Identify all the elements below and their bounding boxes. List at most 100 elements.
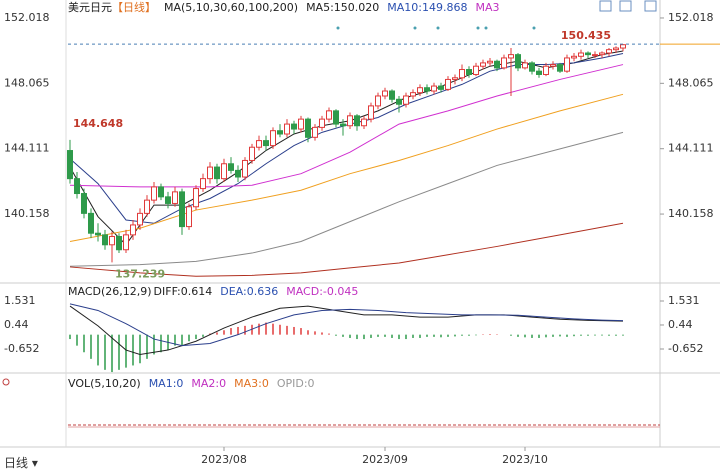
ma5: MA5:150.020 bbox=[306, 1, 380, 14]
candle-body bbox=[368, 105, 374, 120]
candle-body bbox=[578, 52, 584, 57]
y-tick-label: 144.111 bbox=[668, 142, 714, 155]
candle-body bbox=[445, 78, 451, 90]
candle-body bbox=[88, 212, 94, 234]
candle-body bbox=[396, 98, 402, 105]
candle-body bbox=[284, 123, 290, 135]
candle-body bbox=[459, 69, 465, 79]
y-tick-label: 152.018 bbox=[668, 11, 714, 24]
candle-body bbox=[151, 186, 157, 201]
candle-body bbox=[312, 126, 318, 138]
signal-dots bbox=[336, 26, 536, 30]
high-annotation: 150.435 bbox=[561, 29, 611, 42]
candle-body bbox=[529, 62, 535, 72]
candle-body bbox=[620, 44, 626, 49]
candle-body bbox=[102, 234, 108, 246]
toolbar-icons[interactable] bbox=[599, 0, 657, 12]
candle-body bbox=[67, 150, 73, 180]
vol-label: VOL(5,10,20) bbox=[68, 377, 141, 390]
macd-label: MACD(26,12,9) bbox=[68, 285, 152, 298]
candle-body bbox=[599, 52, 605, 56]
ma-line bbox=[69, 64, 624, 188]
candle-body bbox=[179, 191, 185, 228]
candle-body bbox=[536, 70, 542, 75]
candle-body bbox=[235, 169, 241, 178]
vol-ma3: MA3:0 bbox=[234, 377, 269, 390]
x-tick-label: 2023/09 bbox=[362, 453, 408, 466]
period-selector[interactable]: 日线 ▾ bbox=[4, 456, 38, 470]
candle-body bbox=[550, 64, 556, 67]
candle-body bbox=[242, 159, 248, 178]
candle-body bbox=[438, 85, 444, 90]
candle-body bbox=[347, 115, 353, 127]
candle-body bbox=[81, 193, 87, 214]
candle-body bbox=[613, 47, 619, 51]
y-tick-label: 140.158 bbox=[668, 207, 714, 220]
candle-body bbox=[137, 212, 143, 226]
ma-line bbox=[69, 93, 624, 242]
candle-body bbox=[571, 55, 577, 59]
candle-body bbox=[501, 57, 507, 69]
candle-body bbox=[186, 206, 192, 228]
price-header: 美元日元【日线】 MA(5,10,30,60,100,200) MA5:150.02… bbox=[68, 1, 508, 15]
candle-body bbox=[298, 118, 304, 130]
candle-body bbox=[158, 186, 164, 198]
candle-body bbox=[193, 188, 199, 208]
candle-body bbox=[172, 191, 178, 204]
candle-body bbox=[305, 118, 311, 138]
candle-body bbox=[228, 163, 234, 171]
candle-body bbox=[515, 54, 521, 69]
candle-body bbox=[585, 52, 591, 56]
candle-body bbox=[277, 130, 283, 135]
candle-body bbox=[165, 196, 171, 204]
candle-body bbox=[606, 49, 612, 54]
candle-body bbox=[557, 64, 563, 72]
candle-body bbox=[333, 110, 339, 125]
candle-body bbox=[487, 60, 493, 64]
x-tick-label: 2023/10 bbox=[502, 453, 548, 466]
candle-body bbox=[130, 224, 136, 236]
ma-line bbox=[69, 222, 624, 277]
vol-header: VOL(5,10,20) MA1:0 MA2:0 MA3:0 OPID:0 bbox=[68, 377, 323, 391]
candle-body bbox=[522, 62, 528, 69]
candle-body bbox=[319, 118, 325, 128]
candle-body bbox=[354, 115, 360, 127]
candle-body bbox=[249, 146, 255, 161]
candle-body bbox=[270, 130, 276, 147]
y-tick-label: 148.065 bbox=[668, 76, 714, 89]
candle-body bbox=[431, 85, 437, 92]
ma3: MA3 bbox=[475, 1, 500, 14]
candle-body bbox=[109, 236, 115, 246]
candle-body bbox=[116, 236, 122, 251]
y-tick-label: 0.44 bbox=[668, 318, 693, 331]
y-tick-label: 140.158 bbox=[4, 207, 50, 220]
period-selector-label[interactable]: 日线 bbox=[4, 456, 29, 470]
macd-line bbox=[69, 305, 624, 355]
y-tick-label: 1.531 bbox=[4, 294, 36, 307]
candle-body bbox=[340, 123, 346, 127]
x-tick-label: 2023/08 bbox=[201, 453, 247, 466]
period: 【日线】 bbox=[112, 1, 156, 14]
ma-line bbox=[69, 131, 624, 267]
low-annotation: 137.239 bbox=[115, 267, 165, 280]
candle-body bbox=[361, 118, 367, 127]
macd-line bbox=[69, 303, 624, 347]
y-tick-label: -0.652 bbox=[668, 342, 703, 355]
vol-opid: OPID:0 bbox=[276, 377, 315, 390]
candle-body bbox=[543, 65, 549, 75]
candle-body bbox=[144, 199, 150, 214]
candle-body bbox=[494, 60, 500, 69]
candle-body bbox=[592, 54, 598, 57]
y-tick-label: 148.065 bbox=[4, 76, 50, 89]
ma-line bbox=[69, 50, 624, 246]
candle-body bbox=[403, 95, 409, 105]
ma10: MA10:149.868 bbox=[387, 1, 468, 14]
candle-body bbox=[326, 110, 332, 120]
candle-body bbox=[263, 140, 269, 147]
candle-body bbox=[214, 166, 220, 180]
candle-body bbox=[452, 77, 458, 80]
dea: DEA:0.636 bbox=[220, 285, 279, 298]
macd-header: MACD(26,12,9) DIFF:0.614 DEA:0.636 MACD:-0.… bbox=[68, 285, 366, 299]
high-annotation: 144.648 bbox=[73, 117, 123, 130]
